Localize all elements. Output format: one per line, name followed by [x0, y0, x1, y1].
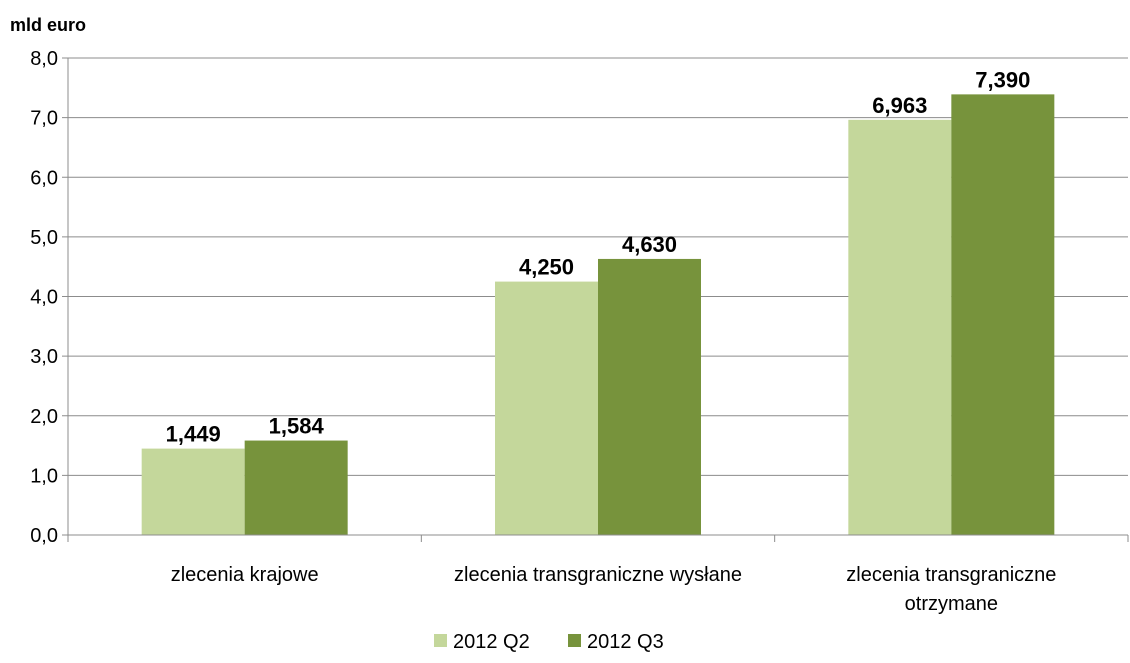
y-tick-label: 4,0 [30, 287, 58, 309]
bar [598, 258, 701, 535]
data-label: 4,630 [622, 232, 677, 257]
category-label: zlecenia krajowe [171, 564, 319, 586]
y-tick-label: 2,0 [30, 406, 58, 428]
data-label: 1,449 [166, 422, 221, 447]
bar [848, 119, 952, 536]
data-label: 6,963 [872, 93, 927, 118]
y-tick-label: 8,0 [30, 48, 58, 70]
category-label: zlecenia transgraniczne wysłane [454, 564, 742, 586]
bar [951, 94, 1055, 535]
bar [141, 448, 245, 535]
bar [495, 281, 598, 535]
legend-swatch [568, 634, 581, 647]
category-label: zlecenia transgraniczne [846, 564, 1056, 586]
y-tick-label: 1,0 [30, 465, 58, 487]
y-tick-label: 5,0 [30, 227, 58, 249]
y-tick-label: 0,0 [30, 525, 58, 547]
category-label: otrzymane [905, 593, 998, 615]
data-label: 1,584 [269, 414, 325, 439]
data-label: 7,390 [975, 67, 1030, 92]
legend-label: 2012 Q3 [587, 631, 664, 653]
data-label: 4,250 [519, 255, 574, 280]
y-tick-label: 7,0 [30, 108, 58, 130]
y-axis-unit-label: mld euro [10, 15, 86, 35]
y-tick-label: 6,0 [30, 167, 58, 189]
legend-swatch [434, 634, 447, 647]
legend-label: 2012 Q2 [453, 631, 530, 653]
bar [244, 440, 348, 535]
y-tick-label: 3,0 [30, 346, 58, 368]
